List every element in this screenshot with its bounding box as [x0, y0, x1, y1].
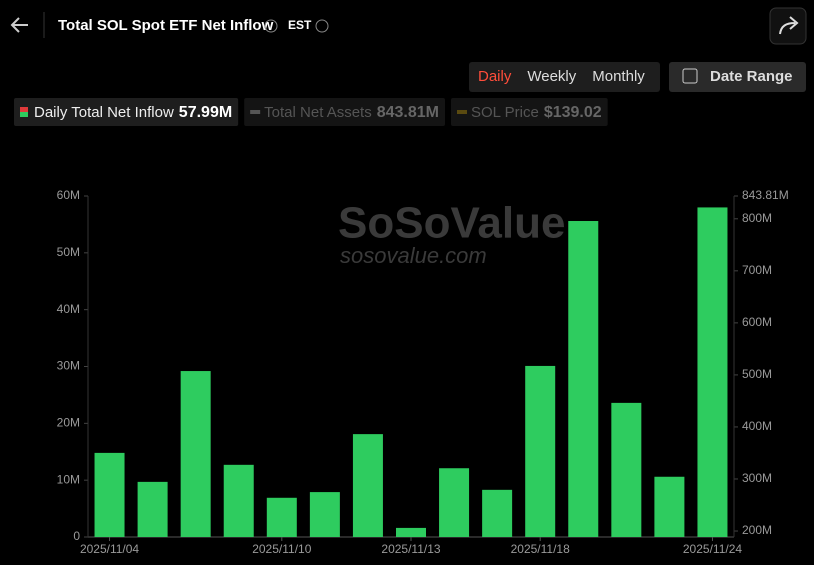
y2-tick-label: 400M	[742, 419, 772, 433]
bar[interactable]	[352, 434, 383, 537]
y2-tick-label: 200M	[742, 523, 772, 537]
share-button[interactable]	[769, 7, 807, 45]
bar[interactable]	[439, 468, 470, 537]
legend-swatch	[250, 110, 261, 114]
page-title: Total SOL Spot ETF Net Inflow	[58, 17, 274, 34]
period-group	[469, 62, 660, 92]
y2-tick-label: 700M	[742, 263, 772, 277]
date-range-button[interactable]	[669, 62, 806, 92]
legend-value: $139.02	[544, 104, 602, 121]
info-icon[interactable]	[315, 19, 329, 33]
legend-value: 57.99M	[179, 104, 232, 121]
legend-name: SOL Price	[471, 104, 539, 121]
bar[interactable]	[309, 492, 340, 537]
y2-tick-label: 800M	[742, 211, 772, 225]
watermark: SoSoValue	[338, 199, 565, 248]
legend-value: 843.81M	[377, 104, 439, 121]
period-button[interactable]: Weekly	[527, 68, 576, 85]
bar[interactable]	[482, 489, 513, 537]
bar[interactable]	[180, 371, 211, 537]
y2-tick-label: 500M	[742, 367, 772, 381]
y2-tick-label: 300M	[742, 471, 772, 485]
bar[interactable]	[94, 452, 125, 537]
legend-name: Total Net Assets	[264, 104, 372, 121]
bar[interactable]	[611, 402, 642, 537]
y-tick-label: 60M	[57, 188, 80, 202]
legend-item[interactable]	[451, 98, 608, 126]
legend-swatch	[457, 110, 467, 114]
x-tick-label: 2025/11/18	[511, 542, 570, 556]
bar[interactable]	[137, 481, 168, 537]
x-tick-label: 2025/11/04	[80, 542, 139, 556]
legend-item[interactable]	[14, 98, 239, 126]
bar[interactable]	[654, 476, 685, 537]
y-tick-label: 20M	[57, 416, 80, 430]
bar[interactable]	[396, 527, 426, 537]
bar[interactable]	[525, 365, 556, 537]
y-tick-label: 50M	[57, 245, 80, 259]
back-button[interactable]	[10, 17, 28, 33]
period-button[interactable]: Daily	[478, 68, 512, 85]
share-icon	[779, 16, 799, 35]
y2-tick-label: 843.81M	[742, 188, 789, 202]
legend-swatch	[20, 107, 28, 112]
y-tick-label: 0	[73, 529, 80, 543]
y-tick-label: 40M	[57, 302, 80, 316]
y2-tick-label: 600M	[742, 315, 772, 329]
bar[interactable]	[266, 497, 297, 537]
legend-item[interactable]	[244, 98, 445, 126]
calendar-icon	[682, 68, 698, 84]
x-tick-label: 2025/11/10	[252, 542, 311, 556]
x-tick-label: 2025/11/13	[381, 542, 440, 556]
legend-swatch	[20, 112, 28, 117]
x-tick-label: 2025/11/24	[683, 542, 742, 556]
y-tick-label: 30M	[57, 359, 80, 373]
y-tick-label: 10M	[57, 472, 80, 486]
date-range-label: Date Range	[710, 68, 793, 85]
timezone: EST	[288, 18, 312, 32]
bar[interactable]	[223, 464, 254, 537]
legend-name: Daily Total Net Inflow	[34, 104, 174, 121]
bar[interactable]	[568, 221, 599, 538]
bar[interactable]	[697, 207, 728, 537]
period-button[interactable]: Monthly	[592, 68, 645, 85]
watermark-url: sosovalue.com	[340, 243, 487, 268]
info-icon[interactable]	[264, 19, 278, 33]
